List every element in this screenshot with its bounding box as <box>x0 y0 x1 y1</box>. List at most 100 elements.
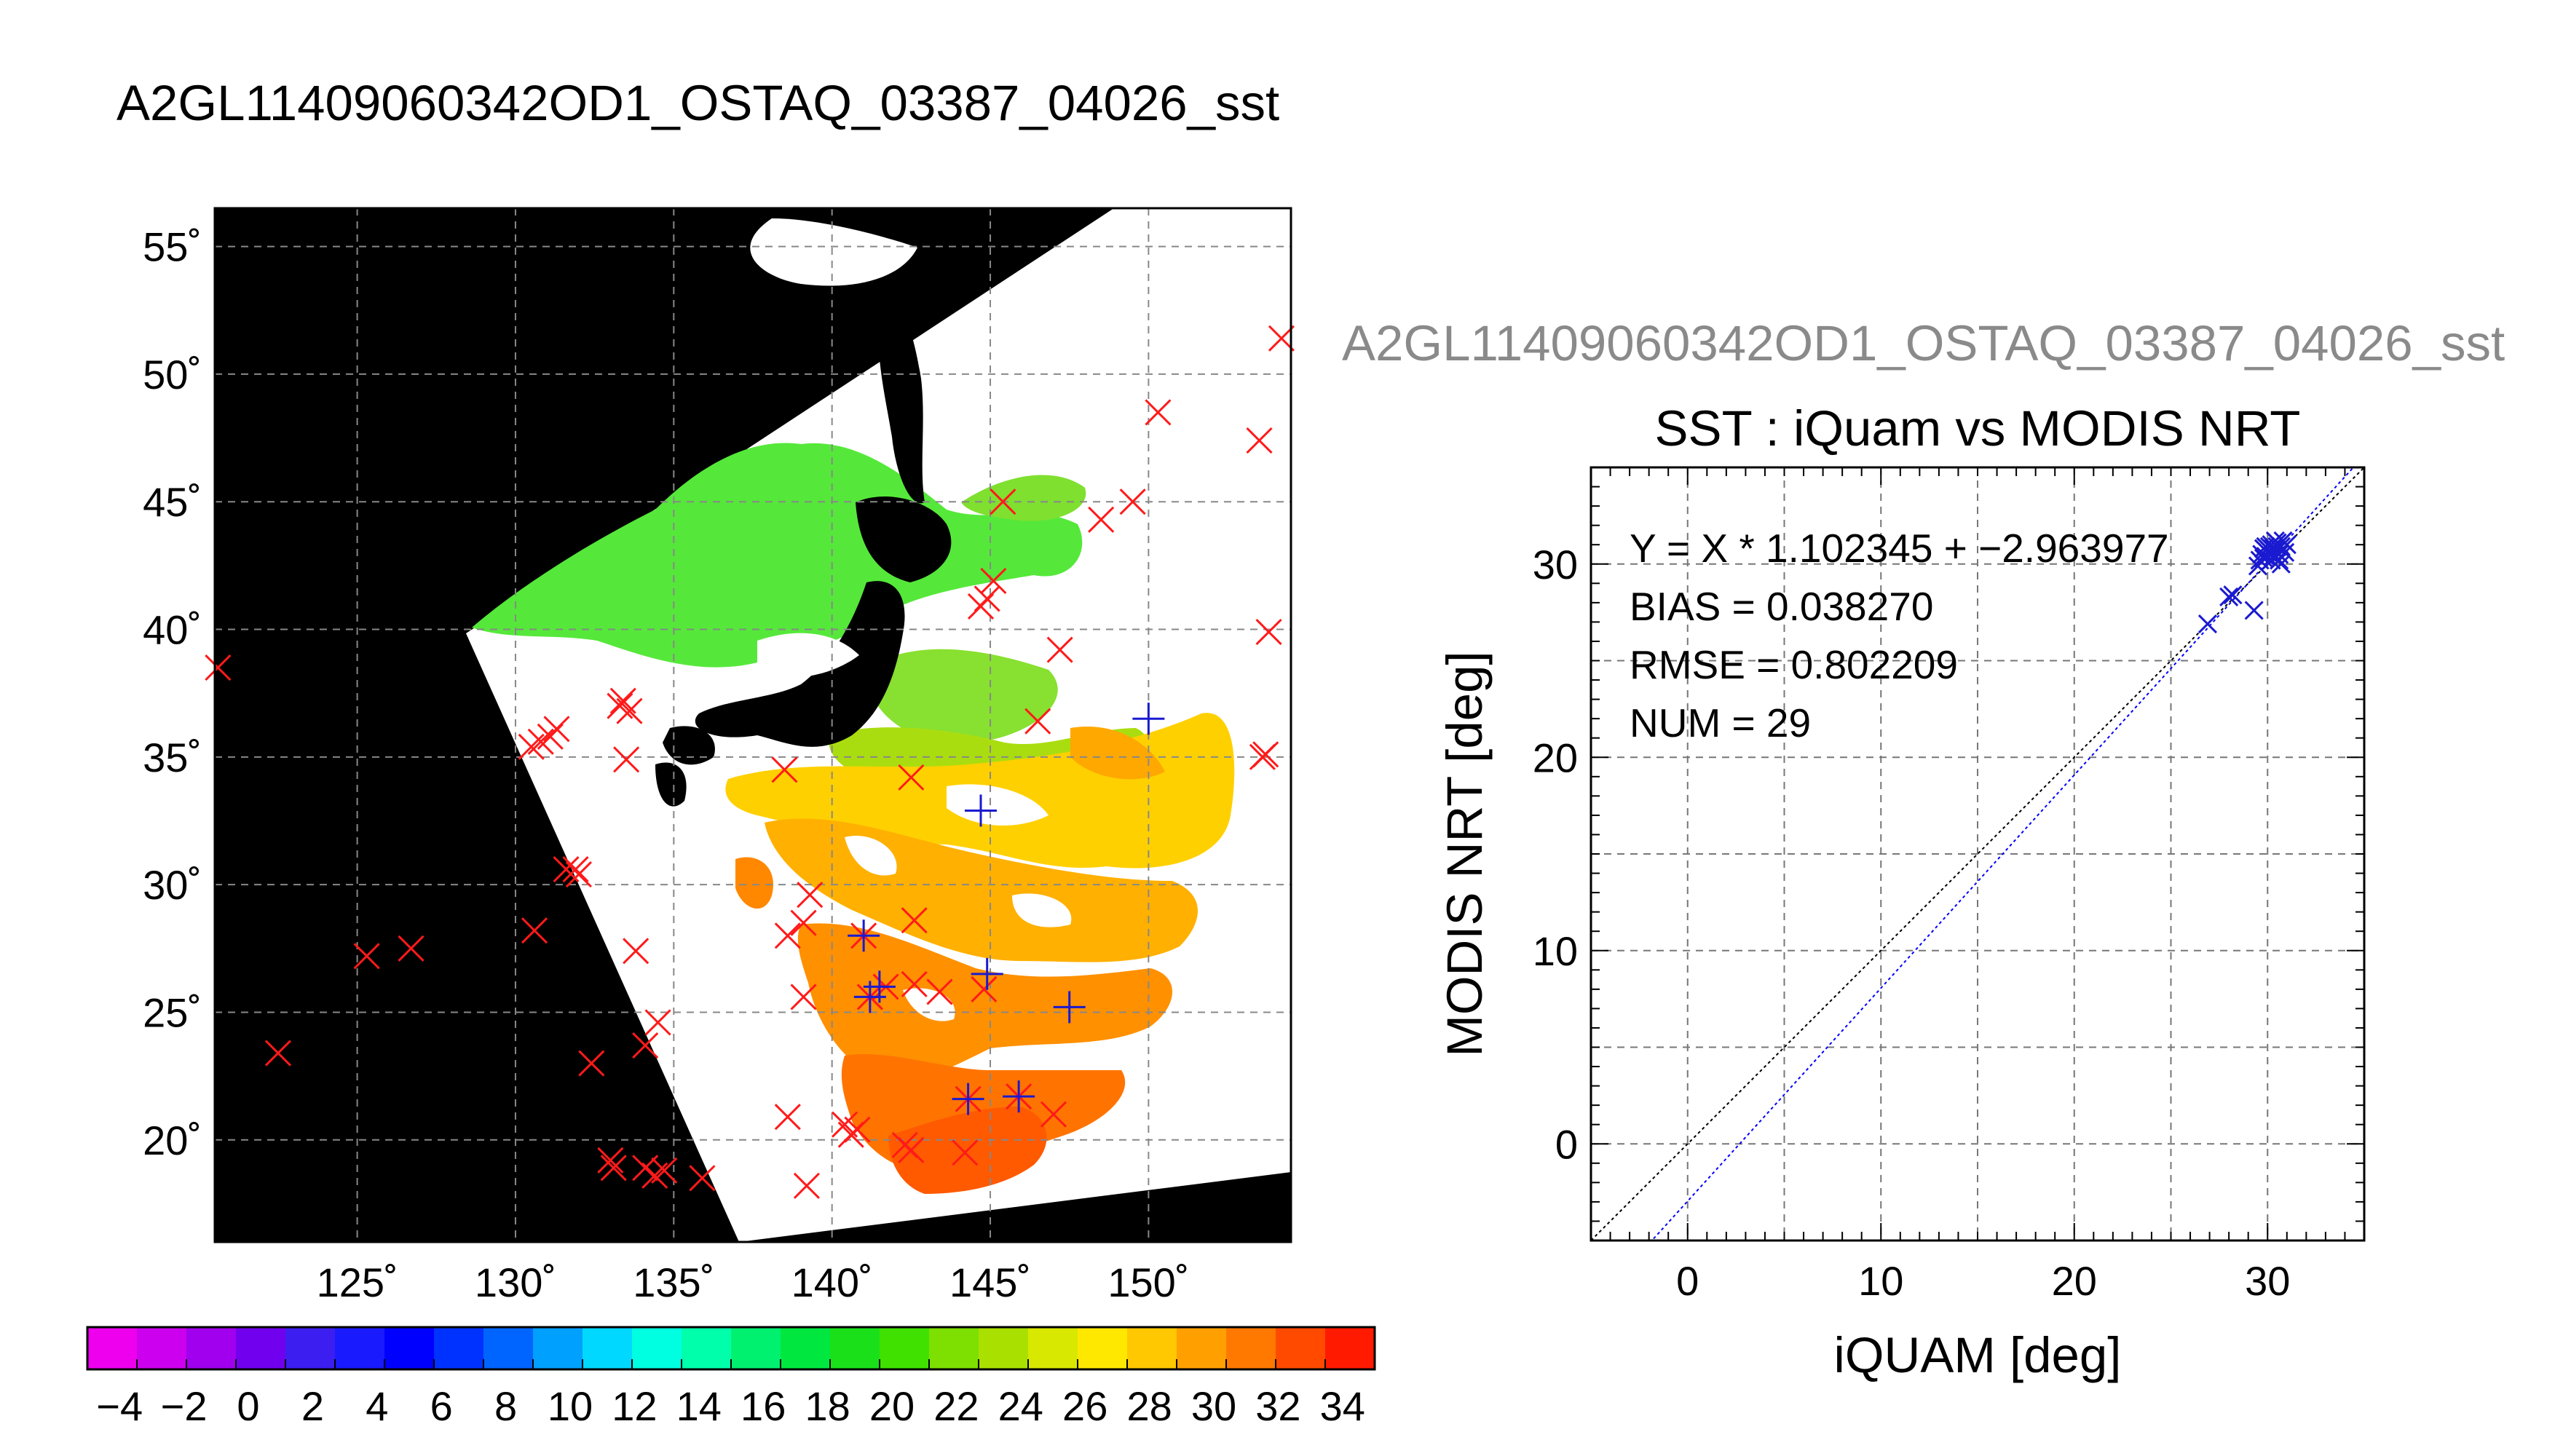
map-marker-x <box>1246 427 1273 454</box>
colorbar-tick-label: 4 <box>366 1383 388 1429</box>
scatter-plot: 0 10 20 30 0 10 20 30 Y = X * 1.102345 + −2.96… <box>1437 466 2366 1383</box>
colorbar-segment <box>1177 1327 1227 1369</box>
bias-value: BIAS = 0.038270 <box>1630 584 1933 629</box>
map-x-tick-label: 140˚ <box>791 1259 873 1305</box>
map-marker-x <box>967 593 995 620</box>
map-marker-x <box>527 728 554 755</box>
map-marker-x <box>1088 506 1115 533</box>
map-marker-x <box>632 1032 659 1059</box>
scatter-x-tick-label: 0 <box>1676 1258 1699 1304</box>
map-marker-x <box>1252 741 1279 768</box>
map-marker-x <box>565 861 592 888</box>
map-marker-plus <box>1003 1080 1035 1113</box>
scatter-x-axis-label: iQUAM [deg] <box>1834 1327 2122 1383</box>
colorbar-tick-label: 0 <box>237 1383 259 1429</box>
rmse-value: RMSE = 0.802209 <box>1630 642 1958 687</box>
map-marker-x <box>980 567 1007 594</box>
colorbar-segment <box>335 1327 385 1369</box>
scatter-point <box>2265 531 2285 550</box>
colorbar-segment <box>781 1327 831 1369</box>
scatter-point <box>2244 601 2264 620</box>
colorbar-tick-label: 32 <box>1255 1383 1300 1429</box>
scatter-y-tick-labels: 0 10 20 30 <box>1533 542 1578 1168</box>
scatter-x-tick-label: 10 <box>1858 1258 1903 1304</box>
scatter-point <box>2275 542 2295 562</box>
colorbar-segment <box>929 1327 979 1369</box>
map-x-tick-label: 145˚ <box>949 1259 1031 1305</box>
colorbar-tick-label: 34 <box>1320 1383 1365 1429</box>
map-marker-x <box>898 764 925 791</box>
map-marker-x <box>578 1050 605 1077</box>
map-marker-x <box>1119 488 1146 515</box>
map-marker-x <box>613 746 640 773</box>
map-marker-x <box>774 1104 801 1131</box>
map-marker-x <box>623 938 649 965</box>
colorbar-tick-label: 14 <box>676 1383 722 1429</box>
scatter-x-tick-label: 30 <box>2245 1258 2290 1304</box>
colorbar-segment <box>483 1327 534 1369</box>
scatter-border <box>1590 466 2366 1242</box>
colorbar-tick-label: 20 <box>869 1383 915 1429</box>
sst-field <box>472 443 1235 1194</box>
map-frame: 125˚ 130˚ 135˚ 140˚ 145˚ 150˚ 20˚ 25˚ 30˚ 35˚ 40˚… <box>143 207 1295 1305</box>
map-x-tick-label: 125˚ <box>317 1259 398 1305</box>
colorbar-segment <box>1078 1327 1128 1369</box>
colorbar-border <box>86 1326 1376 1371</box>
colorbar-tick-label: 28 <box>1126 1383 1172 1429</box>
map-x-tick-labels: 125˚ 130˚ 135˚ 140˚ 145˚ 150˚ <box>317 1259 1190 1305</box>
map-y-tick-label: 55˚ <box>143 224 202 270</box>
colorbar-tick-label: 6 <box>430 1383 453 1429</box>
map-marker-x <box>790 984 817 1010</box>
map-marker-plus <box>964 794 997 827</box>
scatter-point <box>2223 585 2243 605</box>
scatter-point <box>2219 587 2239 606</box>
colorbar-tick-label: 2 <box>301 1383 324 1429</box>
map-border <box>213 207 1292 1243</box>
map-marker-x <box>971 976 998 1002</box>
scatter-header: A2GL11409060342OD1_OSTAQ_03387_04026_sst <box>1342 315 2505 371</box>
scatter-y-tick-label: 10 <box>1533 928 1578 974</box>
map-marker-x <box>597 1147 624 1174</box>
scatter-x-tick-labels: 0 10 20 30 <box>1676 1258 2290 1304</box>
scatter-title: SST : iQuam vs MODIS NRT <box>1655 400 2301 456</box>
map-marker-x <box>797 882 824 909</box>
map-marker-x <box>518 733 545 760</box>
map-y-tick-label: 50˚ <box>143 352 202 397</box>
map-marker-x <box>689 1165 716 1192</box>
regression-equation: Y = X * 1.102345 + −2.963977 <box>1630 526 2169 571</box>
map-marker-x <box>793 1172 820 1199</box>
scatter-grid <box>1591 467 2364 1241</box>
map-marker-x <box>774 922 801 949</box>
map-marker-x <box>205 654 232 681</box>
map-marker-x <box>543 716 570 743</box>
map-title: A2GL11409060342OD1_OSTAQ_03387_04026_sst <box>117 75 1279 131</box>
scatter-point <box>2248 556 2268 576</box>
map-marker-x <box>790 909 817 936</box>
colorbar-segment <box>731 1327 781 1369</box>
map-marker-x <box>353 943 380 970</box>
map-marker-x <box>1046 636 1073 663</box>
scatter-y-tick-label: 30 <box>1533 542 1578 587</box>
map-x-tick-label: 150˚ <box>1107 1259 1189 1305</box>
scatter-points <box>2197 531 2297 634</box>
map-marker-x <box>898 1136 925 1163</box>
map-marker-x <box>521 917 548 944</box>
colorbar-segment <box>434 1327 484 1369</box>
map-marker-x <box>1024 708 1051 735</box>
map-marker-x <box>1255 618 1282 646</box>
colorbar-segment <box>583 1327 633 1369</box>
colorbar-tick-label: 16 <box>741 1383 786 1429</box>
colorbar-tick-label: 26 <box>1062 1383 1107 1429</box>
map-markers-in-swath <box>848 703 1165 1115</box>
scatter-minor-ticks <box>1591 467 2364 1241</box>
map-marker-x <box>1040 1101 1067 1128</box>
map-marker-x <box>901 907 928 934</box>
map-marker-plus <box>848 919 880 952</box>
colorbar <box>86 1326 1376 1371</box>
scatter-point <box>2197 614 2218 634</box>
map-marker-x <box>1145 399 1172 426</box>
map-y-tick-label: 35˚ <box>143 735 202 780</box>
colorbar-tick-labels: −4 −2 0 2 4 6 8 10 12 14 16 18 20 22 24 26 28 30 32 34 <box>96 1383 1365 1429</box>
map-y-tick-label: 20˚ <box>143 1117 202 1163</box>
